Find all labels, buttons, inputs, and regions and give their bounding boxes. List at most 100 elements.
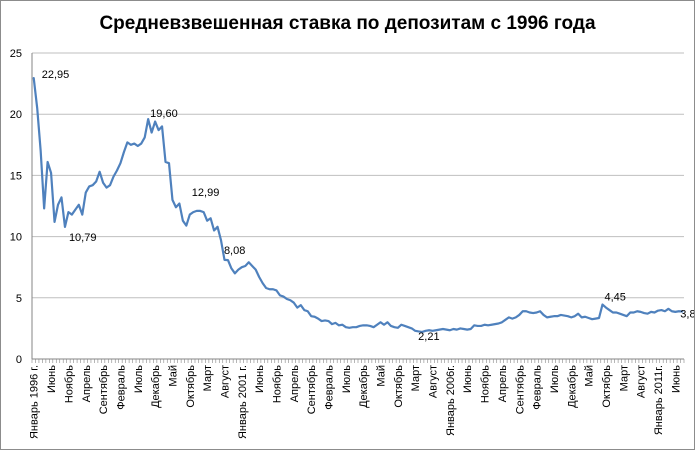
- data-point: [303, 309, 305, 311]
- data-point: [43, 207, 45, 209]
- data-point: [151, 131, 153, 133]
- data-point: [140, 142, 142, 144]
- data-point: [629, 311, 631, 313]
- data-point: [78, 204, 80, 206]
- x-tick-label: Март: [410, 365, 422, 391]
- data-point: [203, 211, 205, 213]
- x-tick-label: Сентябрь: [514, 365, 526, 415]
- x-tick-label: Январь 2006г.: [445, 365, 457, 436]
- data-point: [331, 323, 333, 325]
- data-point: [175, 206, 177, 208]
- data-point: [494, 323, 496, 325]
- data-point: [244, 265, 246, 267]
- data-point: [584, 316, 586, 318]
- data-point: [251, 265, 253, 267]
- y-tick-label: 0: [16, 354, 22, 366]
- data-point: [182, 220, 184, 222]
- data-point: [636, 310, 638, 312]
- data-point: [88, 185, 90, 187]
- data-point: [456, 329, 458, 331]
- data-point: [338, 324, 340, 326]
- data-point: [497, 322, 499, 324]
- data-point: [60, 196, 62, 198]
- data-point: [657, 310, 659, 312]
- data-point: [567, 315, 569, 317]
- chart-title: Средневзвешенная ставка по депозитам с 1…: [99, 13, 596, 34]
- data-point: [40, 150, 42, 152]
- data-point: [279, 294, 281, 296]
- data-point: [147, 118, 149, 120]
- data-point: [664, 310, 666, 312]
- x-tick-label: Ноябрь: [272, 365, 284, 403]
- data-point: [594, 318, 596, 320]
- data-point: [362, 324, 364, 326]
- y-tick-label: 25: [10, 48, 22, 60]
- data-point: [466, 329, 468, 331]
- data-point: [379, 321, 381, 323]
- x-tick-label: Январь 2001 г.: [237, 365, 249, 439]
- data-point: [532, 312, 534, 314]
- data-point: [563, 314, 565, 316]
- data-point: [154, 120, 156, 122]
- data-point: [560, 314, 562, 316]
- data-point: [542, 314, 544, 316]
- data-point: [674, 311, 676, 313]
- data-point: [99, 171, 101, 173]
- data-point: [449, 329, 451, 331]
- data-point: [345, 326, 347, 328]
- data-point: [248, 261, 250, 263]
- data-point: [327, 320, 329, 322]
- data-point: [601, 303, 603, 305]
- data-point: [411, 327, 413, 329]
- data-point: [626, 315, 628, 317]
- data-point: [615, 311, 617, 313]
- data-point: [85, 191, 87, 193]
- data-point: [286, 298, 288, 300]
- data-point: [452, 328, 454, 330]
- data-point: [320, 320, 322, 322]
- data-label: 19,60: [150, 108, 178, 120]
- data-point: [483, 324, 485, 326]
- x-tick-label: Декабрь: [150, 365, 162, 408]
- data-point: [386, 321, 388, 323]
- data-point: [293, 302, 295, 304]
- data-point: [487, 324, 489, 326]
- data-point: [164, 161, 166, 163]
- data-point: [591, 318, 593, 320]
- x-tick-label: Март: [202, 365, 214, 391]
- data-point: [130, 144, 132, 146]
- data-point: [81, 213, 83, 215]
- y-tick-label: 5: [16, 293, 22, 305]
- x-tick-label: Октябрь: [393, 365, 405, 408]
- data-point: [71, 213, 73, 215]
- x-tick-label: Июнь: [46, 365, 58, 393]
- data-point: [574, 315, 576, 317]
- x-tick-label: Июнь: [462, 365, 474, 393]
- x-tick-label: Октябрь: [185, 365, 197, 408]
- data-point: [570, 316, 572, 318]
- data-point: [646, 313, 648, 315]
- data-point: [511, 318, 513, 320]
- data-point: [50, 172, 52, 174]
- data-point: [192, 211, 194, 213]
- data-point: [227, 259, 229, 261]
- y-tick-label: 10: [10, 232, 22, 244]
- data-point: [588, 317, 590, 319]
- data-point: [262, 282, 264, 284]
- data-point: [556, 315, 558, 317]
- x-tick-label: Январь 1996 г.: [29, 365, 41, 439]
- data-point: [633, 311, 635, 313]
- data-point: [671, 310, 673, 312]
- data-point: [504, 319, 506, 321]
- data-point: [515, 316, 517, 318]
- data-point: [480, 325, 482, 327]
- data-point: [546, 316, 548, 318]
- data-point: [161, 125, 163, 127]
- x-tick-label: Июль: [133, 365, 145, 393]
- data-point: [171, 199, 173, 201]
- x-tick-label: Июль: [341, 365, 353, 393]
- x-tick-label: Ноябрь: [63, 365, 75, 403]
- x-tick-label: Июнь: [254, 365, 266, 393]
- data-point: [581, 316, 583, 318]
